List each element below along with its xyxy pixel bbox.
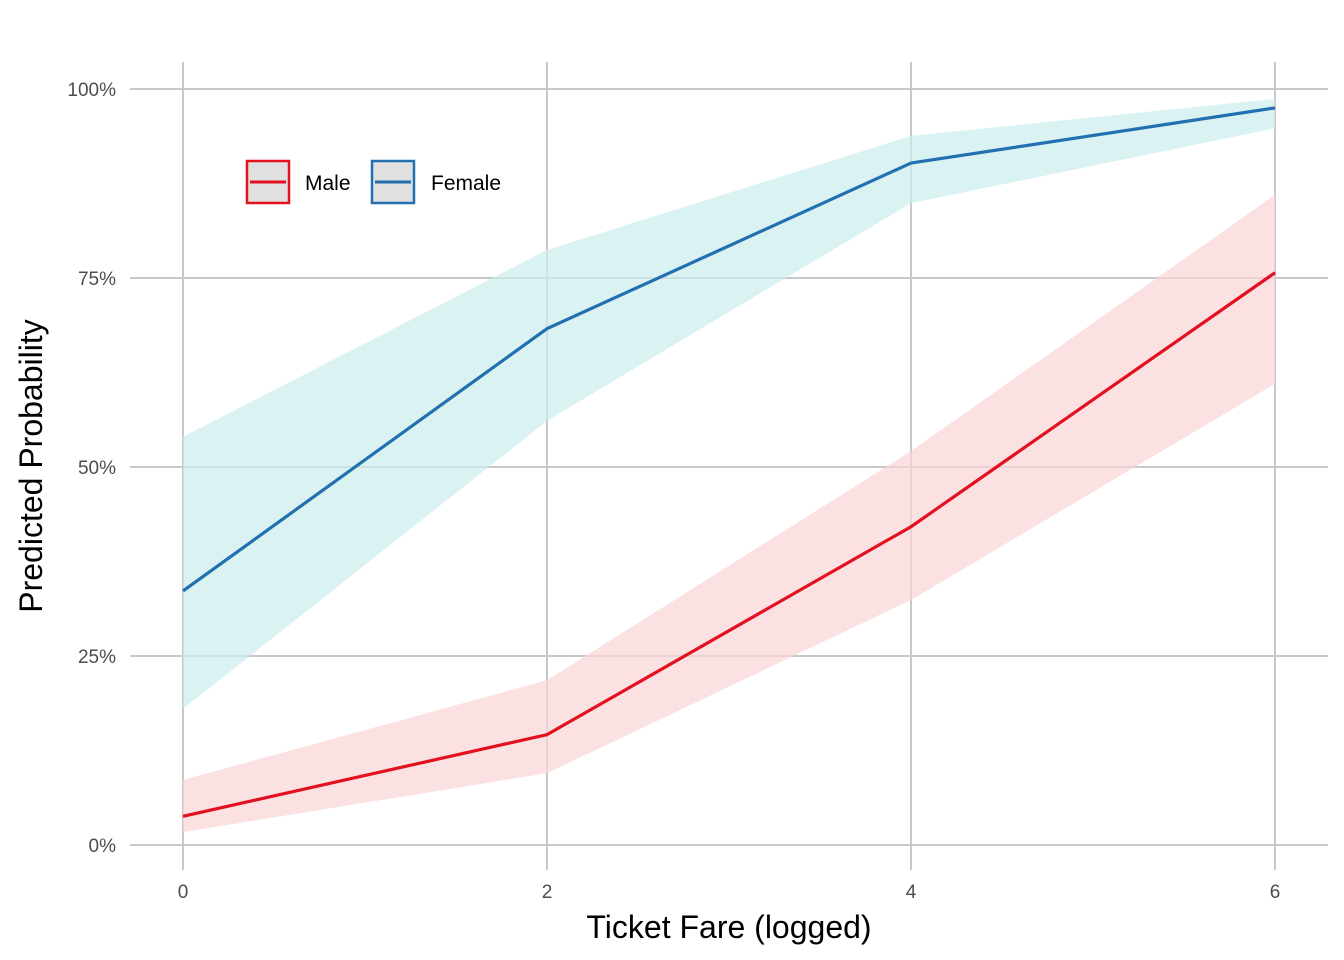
legend: Male Female <box>245 159 501 205</box>
y-tick-label: 100% <box>67 80 116 101</box>
x-tick-label: 0 <box>178 882 189 903</box>
y-axis-title: Predicted Probability <box>13 319 49 612</box>
legend-item-male: Male <box>245 159 351 205</box>
male-confidence-ribbon <box>183 194 1275 833</box>
x-tick-label: 4 <box>906 882 917 903</box>
x-tick-label: 2 <box>542 882 553 903</box>
x-axis-ticks: 0 2 4 6 <box>178 882 1281 903</box>
y-tick-label: 50% <box>78 458 116 479</box>
male-line <box>182 271 1276 818</box>
legend-label: Female <box>431 172 501 195</box>
female-confidence-ribbon <box>183 98 1275 709</box>
y-axis-ticks: 0% 25% 50% 75% 100% <box>67 80 116 857</box>
legend-label: Male <box>305 172 351 195</box>
y-tick-label: 0% <box>89 836 117 857</box>
legend-item-female: Female <box>370 159 501 205</box>
series-lines <box>182 106 1276 818</box>
confidence-ribbons <box>183 98 1275 833</box>
y-tick-label: 75% <box>78 269 116 290</box>
x-tick-label: 6 <box>1270 882 1281 903</box>
y-tick-label: 25% <box>78 647 116 668</box>
x-axis-title: Ticket Fare (logged) <box>586 909 871 945</box>
female-line <box>182 106 1276 593</box>
